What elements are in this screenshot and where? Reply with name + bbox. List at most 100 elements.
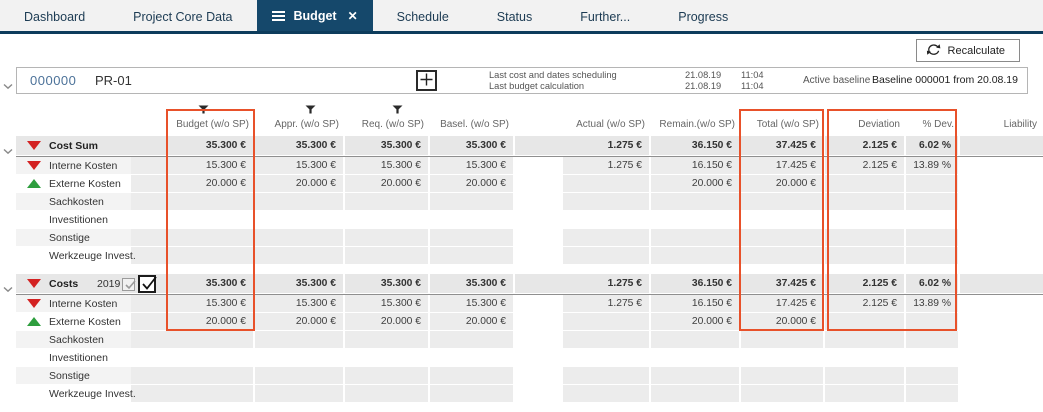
cell[interactable] xyxy=(906,193,960,211)
cell[interactable] xyxy=(825,313,906,331)
tab-dashboard[interactable]: Dashboard xyxy=(24,10,86,24)
cell[interactable] xyxy=(131,367,255,385)
cell[interactable]: 17.425 € xyxy=(741,295,825,313)
cell[interactable]: 20.000 € xyxy=(131,175,255,193)
cell[interactable] xyxy=(563,385,651,403)
cell[interactable] xyxy=(651,349,741,367)
cell[interactable] xyxy=(345,229,430,247)
cell[interactable]: 20.000 € xyxy=(345,175,430,193)
cell[interactable] xyxy=(345,193,430,211)
cell[interactable]: 15.300 € xyxy=(430,295,515,313)
cell[interactable]: 35.300 € xyxy=(430,274,515,294)
cell[interactable]: 16.150 € xyxy=(651,157,741,175)
cell[interactable] xyxy=(430,247,515,265)
cell[interactable] xyxy=(255,229,345,247)
cell[interactable] xyxy=(741,229,825,247)
cell[interactable]: 2.125 € xyxy=(825,136,906,156)
cell[interactable] xyxy=(563,331,651,349)
cell[interactable] xyxy=(651,385,741,403)
cell[interactable] xyxy=(651,229,741,247)
cell[interactable]: 35.300 € xyxy=(430,136,515,156)
cell[interactable] xyxy=(825,349,906,367)
cell[interactable] xyxy=(430,385,515,403)
cell[interactable]: 20.000 € xyxy=(741,175,825,193)
close-tab-icon[interactable]: ✕ xyxy=(347,8,358,23)
tab-schedule[interactable]: Schedule xyxy=(396,10,449,24)
cell[interactable] xyxy=(825,193,906,211)
cell[interactable] xyxy=(906,331,960,349)
tab-budget[interactable]: Budget ✕ xyxy=(256,0,373,31)
tab-progress[interactable]: Progress xyxy=(678,10,729,24)
cell[interactable]: 1.275 € xyxy=(563,157,651,175)
cell[interactable] xyxy=(131,349,255,367)
cell[interactable] xyxy=(651,331,741,349)
cell[interactable]: 20.000 € xyxy=(345,313,430,331)
cell[interactable]: 37.425 € xyxy=(741,136,825,156)
cell[interactable]: 6.02 % xyxy=(906,136,960,156)
chevron-down-icon[interactable] xyxy=(3,77,13,95)
cell[interactable]: 20.000 € xyxy=(131,313,255,331)
cell[interactable] xyxy=(430,367,515,385)
cell[interactable]: 35.300 € xyxy=(131,136,255,156)
cell[interactable]: 35.300 € xyxy=(255,136,345,156)
cell[interactable] xyxy=(430,211,515,229)
menu-icon[interactable] xyxy=(271,10,285,21)
cell[interactable] xyxy=(741,331,825,349)
cell[interactable]: 13.89 % xyxy=(906,157,960,175)
cell[interactable] xyxy=(741,349,825,367)
cell[interactable]: 17.425 € xyxy=(741,157,825,175)
cell[interactable] xyxy=(563,175,651,193)
cell[interactable] xyxy=(651,367,741,385)
cell[interactable] xyxy=(906,175,960,193)
cell[interactable]: 15.300 € xyxy=(345,157,430,175)
cell[interactable] xyxy=(651,211,741,229)
cell[interactable]: 15.300 € xyxy=(255,295,345,313)
cell[interactable] xyxy=(825,331,906,349)
cell[interactable] xyxy=(563,349,651,367)
cell[interactable] xyxy=(255,247,345,265)
cell[interactable] xyxy=(131,193,255,211)
cell[interactable]: 13.89 % xyxy=(906,295,960,313)
cell[interactable] xyxy=(131,331,255,349)
cell[interactable]: 6.02 % xyxy=(906,274,960,294)
cell[interactable] xyxy=(651,247,741,265)
add-button[interactable] xyxy=(416,70,437,91)
tab-status[interactable]: Status xyxy=(496,10,533,24)
cell[interactable] xyxy=(255,193,345,211)
cell[interactable] xyxy=(430,229,515,247)
cell[interactable] xyxy=(906,349,960,367)
cell[interactable] xyxy=(563,247,651,265)
cell[interactable] xyxy=(345,385,430,403)
cell[interactable]: 20.000 € xyxy=(255,313,345,331)
cell[interactable]: 35.300 € xyxy=(255,274,345,294)
cell[interactable] xyxy=(825,229,906,247)
cell[interactable] xyxy=(563,367,651,385)
cell[interactable] xyxy=(563,211,651,229)
cell[interactable] xyxy=(345,367,430,385)
chevron-down-icon[interactable] xyxy=(3,280,13,298)
cell[interactable]: 20.000 € xyxy=(651,313,741,331)
cell[interactable] xyxy=(430,349,515,367)
cell[interactable]: 15.300 € xyxy=(255,157,345,175)
cell[interactable] xyxy=(345,211,430,229)
cell[interactable] xyxy=(131,247,255,265)
cell[interactable]: 15.300 € xyxy=(131,157,255,175)
cell[interactable] xyxy=(906,211,960,229)
year-checkbox[interactable] xyxy=(138,275,157,293)
cell[interactable] xyxy=(906,367,960,385)
cell[interactable] xyxy=(563,193,651,211)
cell[interactable]: 1.275 € xyxy=(563,274,651,294)
cell[interactable] xyxy=(255,385,345,403)
cell[interactable] xyxy=(741,367,825,385)
cell[interactable]: 1.275 € xyxy=(563,136,651,156)
tab-project-core-data[interactable]: Project Core Data xyxy=(133,10,233,24)
tab-further[interactable]: Further... xyxy=(580,10,631,24)
cell[interactable]: 36.150 € xyxy=(651,136,741,156)
cell[interactable] xyxy=(255,349,345,367)
cell[interactable] xyxy=(430,331,515,349)
cell[interactable] xyxy=(255,367,345,385)
cell[interactable] xyxy=(741,247,825,265)
cell[interactable] xyxy=(563,313,651,331)
cell[interactable]: 20.000 € xyxy=(430,175,515,193)
cell[interactable] xyxy=(345,331,430,349)
